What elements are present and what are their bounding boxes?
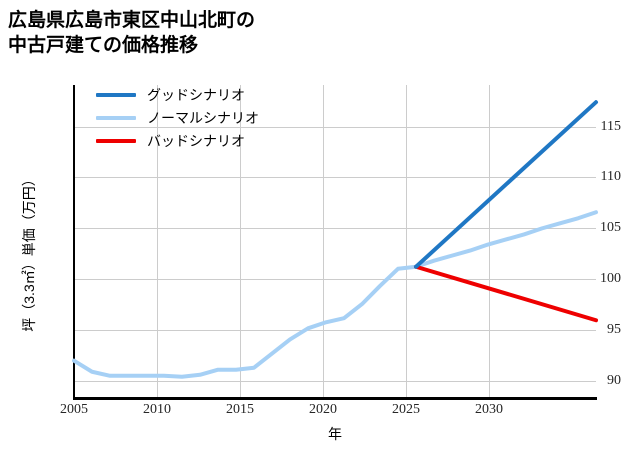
y-tick-label-110: 110 (600, 169, 621, 184)
legend-label-bad: バッドシナリオ (147, 133, 245, 149)
legend-item-bad: バッドシナリオ (96, 134, 259, 148)
x-tick-label-2030: 2030 (475, 402, 503, 417)
chart-title: 広島県広島市東区中山北町の 中古戸建ての価格推移 (8, 10, 256, 57)
gridline-x-2025 (406, 85, 407, 398)
chart-legend: グッドシナリオ ノーマルシナリオ バッドシナリオ (96, 88, 259, 148)
y-tick-label-95: 95 (607, 322, 621, 337)
x-tick-label-2015: 2015 (226, 402, 254, 417)
y-tick-label-100: 100 (600, 271, 621, 286)
x-tick-label-2020: 2020 (309, 402, 337, 417)
gridline-y-100 (74, 279, 596, 280)
x-tick-label-2010: 2010 (143, 402, 171, 417)
legend-swatch-bad-icon (96, 139, 136, 143)
series-line-normal (72, 210, 598, 379)
y-axis-spine (73, 85, 75, 400)
y-tick-label-90: 90 (607, 373, 621, 388)
y-tick-label-115: 115 (600, 119, 621, 134)
legend-item-good: グッドシナリオ (96, 88, 259, 102)
gridline-y-90 (74, 381, 596, 382)
x-tick-label-2005: 2005 (60, 402, 88, 417)
x-tick-label-2025: 2025 (392, 402, 420, 417)
legend-swatch-good-icon (96, 93, 136, 97)
legend-swatch-normal-icon (96, 116, 136, 120)
gridline-x-2020 (323, 85, 324, 398)
y-axis-title: 坪（3.3㎡）単価（万円） (21, 172, 37, 332)
x-axis-title: 年 (328, 426, 342, 442)
gridline-y-105 (74, 228, 596, 229)
gridline-x-2030 (489, 85, 490, 398)
gridline-y-115 (74, 127, 596, 128)
legend-item-normal: ノーマルシナリオ (96, 111, 259, 125)
gridline-y-95 (74, 330, 596, 331)
x-axis-spine (74, 397, 597, 400)
legend-label-good: グッドシナリオ (147, 87, 245, 103)
gridline-y-110 (74, 177, 596, 178)
y-tick-label-105: 105 (600, 220, 621, 235)
legend-label-normal: ノーマルシナリオ (147, 110, 259, 126)
